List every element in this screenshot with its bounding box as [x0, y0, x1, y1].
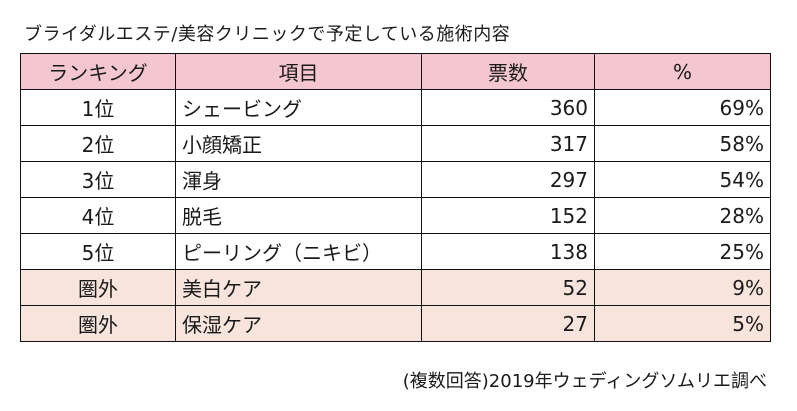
percent-cell: 5% — [594, 305, 771, 342]
votes-cell: 152 — [421, 197, 595, 234]
table-row: 3位 渾身 297 54% — [20, 161, 771, 198]
table-row: 1位 シェービング 360 69% — [20, 89, 771, 126]
table-row: 5位 ピーリング（ニキビ） 138 25% — [20, 233, 771, 270]
header-votes: 票数 — [421, 53, 595, 90]
rank-cell: 圏外 — [20, 269, 176, 306]
item-cell: 小顔矯正 — [175, 125, 422, 162]
rank-cell: 4位 — [20, 197, 176, 234]
rank-cell: 2位 — [20, 125, 176, 162]
rank-cell: 5位 — [20, 233, 176, 270]
item-cell: 渾身 — [175, 161, 422, 198]
item-cell: 保湿ケア — [175, 305, 422, 342]
ranking-table: ランキング 項目 票数 % 1位 シェービング 360 69% 2位 小顔矯正 … — [20, 53, 771, 342]
rank-cell: 圏外 — [20, 305, 176, 342]
percent-cell: 9% — [594, 269, 771, 306]
votes-cell: 317 — [421, 125, 595, 162]
rank-cell: 1位 — [20, 89, 176, 126]
table-row: 4位 脱毛 152 28% — [20, 197, 771, 234]
item-cell: ピーリング（ニキビ） — [175, 233, 422, 270]
percent-cell: 25% — [594, 233, 771, 270]
source-note: (複数回答)2019年ウェディングソムリエ調べ — [402, 371, 767, 392]
table-row: 2位 小顔矯正 317 58% — [20, 125, 771, 162]
item-cell: 美白ケア — [175, 269, 422, 306]
votes-cell: 138 — [421, 233, 595, 270]
header-item: 項目 — [175, 53, 422, 90]
item-cell: 脱毛 — [175, 197, 422, 234]
votes-cell: 52 — [421, 269, 595, 306]
header-rank: ランキング — [20, 53, 176, 90]
percent-cell: 54% — [594, 161, 771, 198]
percent-cell: 58% — [594, 125, 771, 162]
votes-cell: 297 — [421, 161, 595, 198]
rank-cell: 3位 — [20, 161, 176, 198]
votes-cell: 360 — [421, 89, 595, 126]
table-row-out-of-rank: 圏外 保湿ケア 27 5% — [20, 305, 771, 342]
item-cell: シェービング — [175, 89, 422, 126]
percent-cell: 28% — [594, 197, 771, 234]
table-title: ブライダルエステ/美容クリニックで予定している施術内容 — [24, 24, 511, 45]
votes-cell: 27 — [421, 305, 595, 342]
header-percent: % — [594, 53, 771, 90]
header-row: ランキング 項目 票数 % — [20, 53, 771, 90]
percent-cell: 69% — [594, 89, 771, 126]
table-row-out-of-rank: 圏外 美白ケア 52 9% — [20, 269, 771, 306]
